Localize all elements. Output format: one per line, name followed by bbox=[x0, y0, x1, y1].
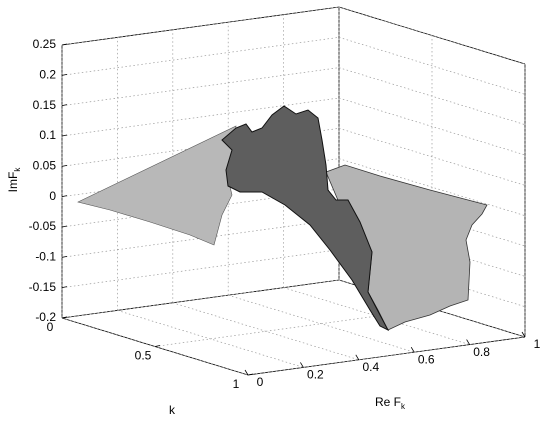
x-tick bbox=[410, 346, 415, 353]
x-tick bbox=[466, 339, 470, 345]
z-axis-label-text: ImF bbox=[6, 172, 20, 193]
z-tick-label: 0 bbox=[49, 189, 56, 203]
y-tick-label: 0 bbox=[47, 320, 54, 334]
z-tick-label: 0.25 bbox=[33, 37, 57, 51]
axis-box bbox=[61, 279, 340, 319]
y-tick bbox=[154, 345, 161, 347]
x-tick-label: 1 bbox=[534, 337, 541, 351]
grid-line bbox=[61, 97, 340, 137]
z-tick bbox=[61, 286, 68, 289]
x-axis-label: Re Fk bbox=[375, 395, 406, 411]
grid-line bbox=[61, 249, 340, 289]
grid-line bbox=[61, 6, 340, 46]
x-tick bbox=[244, 369, 249, 376]
grid-line bbox=[247, 336, 526, 376]
x-tick-label: 0.4 bbox=[362, 360, 379, 374]
grid-line bbox=[338, 97, 526, 156]
z-tick-label: 0.2 bbox=[39, 68, 56, 82]
grid-line bbox=[117, 310, 304, 368]
grid-line bbox=[338, 127, 526, 186]
surface-light-left bbox=[77, 125, 237, 246]
grid-line bbox=[172, 302, 359, 361]
x-tick-label: 0.8 bbox=[473, 345, 490, 359]
y-tick bbox=[61, 316, 68, 319]
grid-line bbox=[338, 158, 526, 217]
z-tick bbox=[61, 134, 68, 137]
z-tick-label: -0.1 bbox=[35, 250, 56, 264]
z-tick-label: -0.2 bbox=[35, 310, 56, 324]
z-tick bbox=[61, 164, 68, 167]
x-tick-label: 0 bbox=[257, 375, 264, 389]
z-tick-label: 0.15 bbox=[33, 98, 57, 112]
z-tick bbox=[61, 73, 68, 76]
grid-line bbox=[228, 294, 415, 353]
grid-line bbox=[338, 67, 526, 126]
y-tick-label: 0.5 bbox=[135, 349, 152, 363]
z-tick-label: 0.05 bbox=[33, 159, 57, 173]
grid-line bbox=[338, 36, 526, 95]
y-tick-label: 1 bbox=[233, 377, 240, 391]
x-tick bbox=[521, 331, 526, 338]
surface-dark bbox=[221, 105, 390, 332]
z-axis-label: ImFk bbox=[6, 167, 22, 193]
x-axis-label-text: Re F bbox=[375, 395, 401, 409]
z-tick bbox=[61, 43, 68, 46]
surface bbox=[77, 105, 488, 332]
grid-line bbox=[61, 218, 340, 258]
z-tick bbox=[61, 255, 68, 258]
z-tick-label: -0.05 bbox=[29, 219, 57, 233]
grid-line bbox=[61, 67, 340, 107]
z-tick-label: -0.15 bbox=[29, 280, 57, 294]
x-tick bbox=[355, 354, 360, 361]
grid-line bbox=[338, 6, 526, 65]
z-tick bbox=[61, 195, 68, 198]
z-tick bbox=[61, 104, 68, 107]
x-tick-label: 0.2 bbox=[307, 368, 324, 382]
z-axis-label-subscript: k bbox=[13, 167, 22, 172]
y-tick bbox=[247, 373, 254, 376]
z-tick bbox=[61, 225, 68, 228]
x-tick-label: 0.6 bbox=[418, 352, 435, 366]
x-tick bbox=[300, 362, 304, 368]
x-axis-label-subscript: k bbox=[401, 402, 406, 411]
z-tick-label: 0.1 bbox=[39, 128, 56, 142]
grid-line bbox=[61, 279, 340, 319]
grid-line bbox=[61, 36, 340, 76]
y-axis-label: k bbox=[169, 403, 176, 417]
